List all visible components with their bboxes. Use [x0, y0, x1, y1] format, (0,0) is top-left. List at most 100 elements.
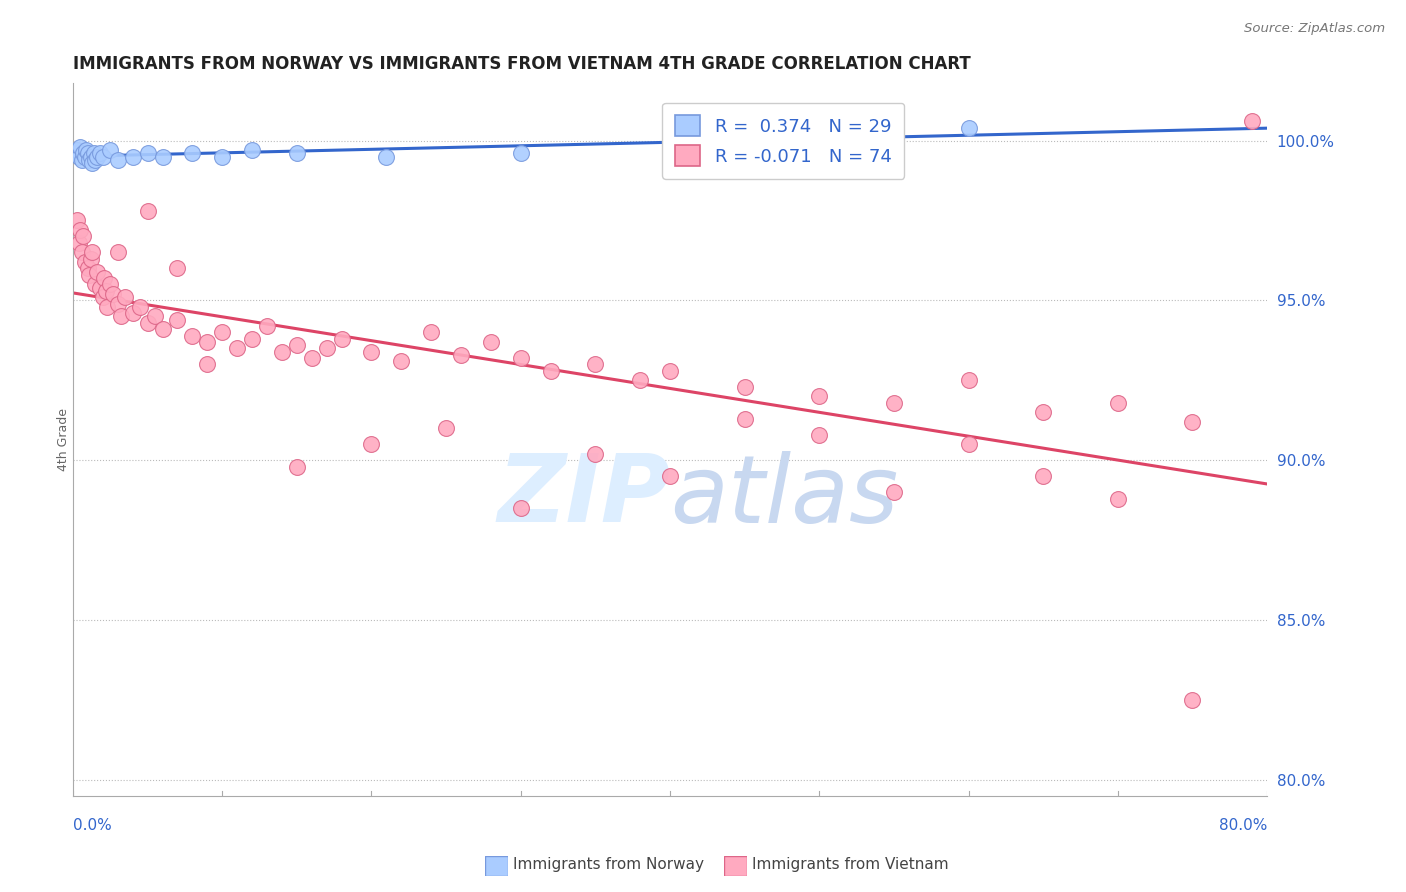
Point [1107, 395, 1129, 409]
Point [240, 143, 263, 157]
Point [77, 146, 100, 161]
Point [65, 146, 87, 161]
Point [583, 357, 606, 371]
Point [91, 150, 114, 164]
Point [734, 380, 756, 394]
Point [315, 342, 337, 356]
Point [96, 300, 118, 314]
Point [883, 485, 905, 500]
Point [69, 140, 91, 154]
Point [79, 153, 101, 167]
Point [659, 469, 682, 483]
Point [271, 344, 294, 359]
Point [285, 459, 308, 474]
Point [240, 332, 263, 346]
Point [136, 146, 159, 161]
Point [107, 153, 129, 167]
Point [89, 280, 111, 294]
Point [659, 364, 682, 378]
Point [808, 427, 831, 442]
Point [84, 153, 107, 167]
Point [91, 290, 114, 304]
Point [103, 287, 125, 301]
Point [375, 150, 398, 164]
Point [211, 326, 233, 340]
Point [181, 328, 204, 343]
Point [509, 146, 531, 161]
Point [301, 351, 323, 365]
Point [114, 290, 136, 304]
Point [1241, 114, 1264, 128]
Point [121, 150, 143, 164]
Point [285, 338, 308, 352]
Point [73, 150, 96, 164]
Text: 0.0%: 0.0% [73, 818, 111, 833]
Point [98, 277, 121, 292]
Point [360, 437, 382, 451]
Point [82, 156, 104, 170]
Point [82, 245, 104, 260]
Point [1181, 415, 1204, 429]
Text: Immigrants from Vietnam: Immigrants from Vietnam [752, 857, 949, 872]
Point [1181, 693, 1204, 707]
Point [72, 146, 94, 161]
Text: ZIP: ZIP [498, 450, 671, 542]
Text: 80.0%: 80.0% [1219, 818, 1267, 833]
Point [107, 296, 129, 310]
Point [211, 150, 233, 164]
Point [67, 235, 90, 250]
Point [107, 245, 129, 260]
Point [66, 213, 89, 227]
Point [256, 318, 278, 333]
Point [583, 447, 606, 461]
Point [628, 373, 651, 387]
Point [181, 146, 204, 161]
Point [195, 357, 218, 371]
Point [121, 306, 143, 320]
Point [195, 334, 218, 349]
Point [73, 255, 96, 269]
Point [67, 150, 90, 164]
Point [434, 421, 457, 435]
Point [389, 354, 412, 368]
Point [69, 223, 91, 237]
Point [166, 261, 188, 276]
Point [957, 120, 980, 135]
Point [360, 344, 382, 359]
Point [1032, 405, 1054, 419]
Point [93, 271, 115, 285]
Point [129, 300, 152, 314]
Point [70, 153, 93, 167]
Point [330, 332, 353, 346]
Point [1032, 469, 1054, 483]
Text: IMMIGRANTS FROM NORWAY VS IMMIGRANTS FROM VIETNAM 4TH GRADE CORRELATION CHART: IMMIGRANTS FROM NORWAY VS IMMIGRANTS FRO… [73, 55, 970, 73]
Point [808, 389, 831, 403]
Point [72, 229, 94, 244]
Point [83, 146, 105, 161]
Point [450, 348, 472, 362]
Point [80, 252, 103, 266]
Point [166, 312, 188, 326]
Point [509, 501, 531, 516]
Point [509, 351, 531, 365]
Text: atlas: atlas [671, 451, 898, 542]
Point [79, 268, 101, 282]
Point [479, 334, 502, 349]
Point [1107, 491, 1129, 506]
Point [136, 316, 159, 330]
Point [285, 146, 308, 161]
Point [94, 284, 117, 298]
Point [152, 322, 174, 336]
Legend: R =  0.374   N = 29, R = -0.071   N = 74: R = 0.374 N = 29, R = -0.071 N = 74 [662, 103, 904, 178]
Point [86, 265, 108, 279]
Text: Source: ZipAtlas.com: Source: ZipAtlas.com [1244, 22, 1385, 36]
Point [89, 146, 111, 161]
Point [86, 150, 108, 164]
Y-axis label: 4th Grade: 4th Grade [58, 408, 70, 471]
Point [420, 326, 443, 340]
Point [80, 150, 103, 164]
Point [70, 245, 93, 260]
Point [143, 310, 166, 324]
Point [98, 143, 121, 157]
Point [226, 342, 249, 356]
